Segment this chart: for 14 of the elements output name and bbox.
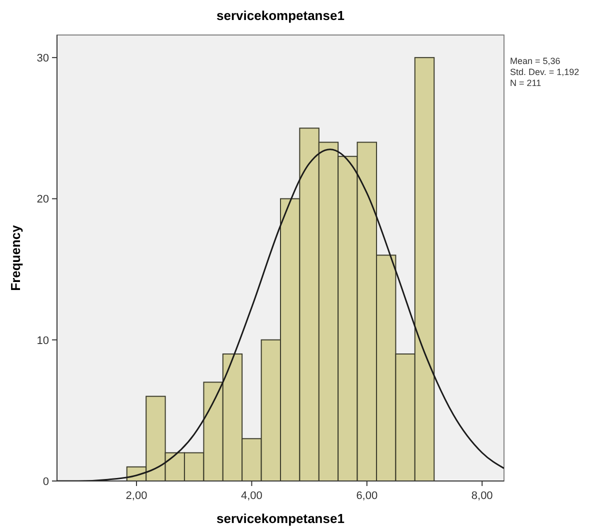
x-tick-label: 6,00 (356, 490, 378, 502)
chart-title: servicekompetanse1 (216, 8, 344, 23)
y-axis-title: Frequency (8, 224, 23, 291)
x-axis-title: servicekompetanse1 (216, 511, 344, 526)
text: N = 211 (510, 78, 542, 88)
x-tick-label: 2,00 (126, 490, 148, 502)
y-tick-label: 20 (36, 194, 49, 206)
y-tick-label: 10 (36, 334, 49, 347)
x-tick-label: 8,00 (471, 490, 493, 502)
text: Mean = 5,36 (510, 56, 560, 66)
y-tick-label: 0 (42, 476, 49, 488)
text: Std. Dev. = 1,192 (510, 67, 580, 77)
y-tick-label: 30 (36, 52, 49, 65)
x-tick-label: 4,00 (240, 490, 262, 502)
